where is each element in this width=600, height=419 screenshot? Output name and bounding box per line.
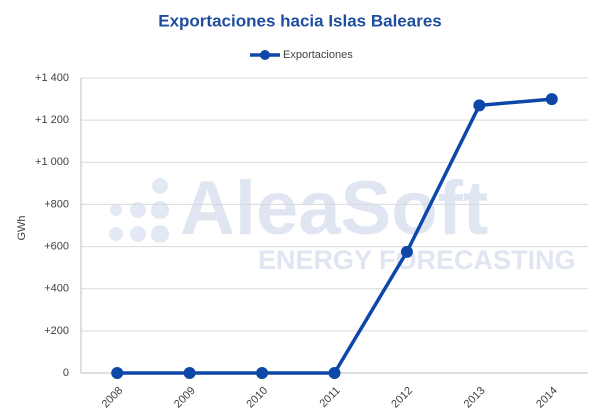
data-point	[400, 245, 413, 258]
legend-label: Exportaciones	[283, 49, 353, 61]
data-point	[545, 93, 558, 106]
watermark-tagline: ENERGY FORECASTING	[258, 245, 576, 275]
x-tick-label: 2009	[172, 385, 198, 411]
y-tick-label: +800	[44, 198, 69, 210]
x-tick-label: 2014	[534, 385, 560, 411]
y-tick-label: 0	[63, 367, 69, 379]
data-point	[183, 367, 196, 379]
y-tick-label: +1 400	[35, 72, 69, 84]
data-point	[473, 99, 486, 112]
data-point	[256, 367, 269, 379]
y-tick-label: +1 000	[35, 156, 69, 168]
y-tick-label: +200	[44, 325, 69, 337]
x-tick-label: 2010	[244, 385, 270, 411]
x-tick-label: 2008	[100, 385, 126, 411]
y-axis-label: GWh	[16, 215, 28, 240]
watermark-brand: AleaSoft	[180, 166, 488, 251]
y-tick-label: +600	[44, 240, 69, 252]
watermark: AleaSoft ENERGY FORECASTING	[109, 166, 576, 275]
legend-marker	[260, 50, 270, 60]
data-point	[111, 367, 124, 379]
y-tick-label: +400	[44, 283, 69, 295]
x-tick-label: 2012	[389, 385, 415, 411]
x-tick-label: 2011	[317, 385, 342, 410]
y-tick-label: +1 200	[35, 114, 69, 126]
chart-title: Exportaciones hacia Islas Baleares	[158, 11, 442, 30]
x-tick-label: 2013	[462, 385, 488, 411]
data-point	[328, 367, 341, 379]
